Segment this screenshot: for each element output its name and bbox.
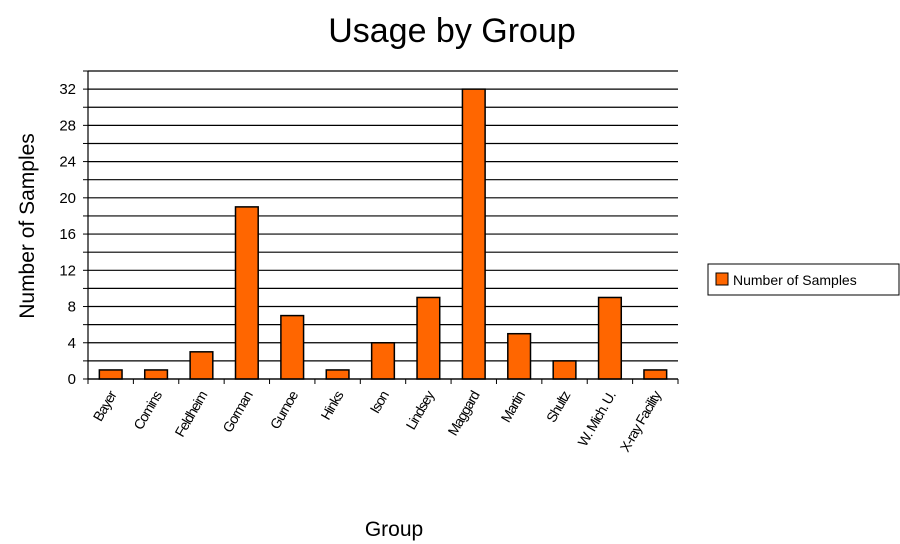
x-tick-label: Bayer xyxy=(90,387,120,424)
y-tick-label: 8 xyxy=(68,299,76,316)
y-tick-label: 20 xyxy=(59,190,76,207)
y-tick-label: 4 xyxy=(68,335,76,352)
x-axis-title: Group xyxy=(365,518,423,541)
bar xyxy=(143,369,169,380)
legend: Number of Samples xyxy=(707,263,900,296)
chart-title: Usage by Group xyxy=(328,12,576,50)
x-tick-label: Feldheim xyxy=(171,388,210,439)
legend-swatch xyxy=(715,272,729,286)
x-tick-labels: Bayer Comins Feldheim Gorman Gurnoe Hinks Ison… xyxy=(90,387,665,454)
x-tick-label: Gurnoe xyxy=(267,387,302,431)
y-tick-label: 0 xyxy=(68,371,76,388)
x-tick-label: Hinks xyxy=(317,388,346,423)
x-tick-label: Ison xyxy=(367,388,392,416)
gridlines xyxy=(88,70,678,380)
bar xyxy=(643,369,668,380)
bar xyxy=(416,296,441,380)
x-tick-label: X-ray Facility xyxy=(617,388,665,455)
x-tick-label: Gorman xyxy=(219,388,255,435)
bar xyxy=(597,296,623,380)
x-tick-label: Maggard xyxy=(444,388,482,438)
x-tick-label: Comins xyxy=(130,388,165,433)
y-tick-label: 16 xyxy=(59,226,76,243)
bar xyxy=(98,369,123,380)
bar xyxy=(189,351,214,380)
bar xyxy=(325,369,350,380)
x-tick-label: W. Mich. U. xyxy=(574,388,618,449)
legend-label: Number of Samples xyxy=(733,272,857,288)
bar xyxy=(461,88,486,380)
legend-box xyxy=(707,263,900,296)
y-tick-label: 24 xyxy=(59,154,76,171)
bar xyxy=(280,314,305,380)
y-tick-label: 12 xyxy=(59,262,76,279)
x-tick-label: Shultz xyxy=(543,388,574,425)
x-tick-label: Martin xyxy=(497,388,527,425)
y-tick-label: 32 xyxy=(59,81,76,98)
bar xyxy=(234,206,259,380)
bar xyxy=(370,342,396,380)
bar xyxy=(552,360,577,380)
y-axis-title: Number of Samples xyxy=(16,133,39,319)
axes xyxy=(83,70,679,384)
bar xyxy=(507,332,532,380)
y-tick-label: 28 xyxy=(59,117,76,134)
y-tick-labels: 0 4 8 12 16 20 24 28 32 xyxy=(59,81,76,388)
x-tick-label: Lindsey xyxy=(402,388,437,433)
